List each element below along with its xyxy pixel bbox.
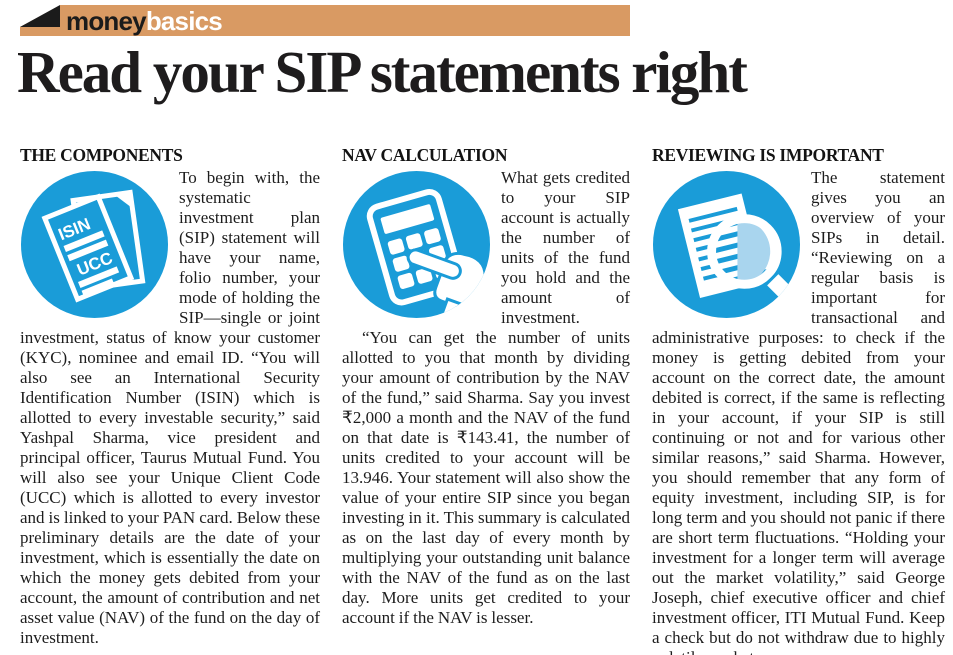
article-headline: Read your SIP statements right [17,39,748,105]
column-heading: NAV CALCULATION [342,145,508,165]
column-paragraph: The statement gives you an overview of y… [652,168,945,655]
column-heading: REVIEWING IS IMPORTANT [652,145,884,165]
masthead-money-label: money [66,6,147,36]
column-paragraph: What gets credited to your SIP account i… [501,168,630,327]
document-magnifier-icon [652,170,801,319]
masthead-bar: moneybasics [20,5,630,36]
column-reviewing-is-important: REVIEWING IS IMPORTANT [652,146,945,655]
column-heading: THE COMPONENTS [20,145,183,165]
masthead-flag-icon [20,5,60,27]
column-nav-calculation: NAV CALCULATION [342,146,630,655]
isin-ucc-documents-icon: ISIN UCC [20,170,169,319]
column-the-components: THE COMPONENTS ISIN [20,146,320,655]
column-paragraph: To begin with, the systematic investment… [20,168,320,647]
calculator-hand-icon [342,170,491,319]
masthead-title: moneybasics [66,5,223,36]
article-columns: THE COMPONENTS ISIN [20,146,945,655]
column-paragraph: “You can get the number of units allotte… [342,328,630,627]
masthead-basics-label: basics [145,6,223,36]
